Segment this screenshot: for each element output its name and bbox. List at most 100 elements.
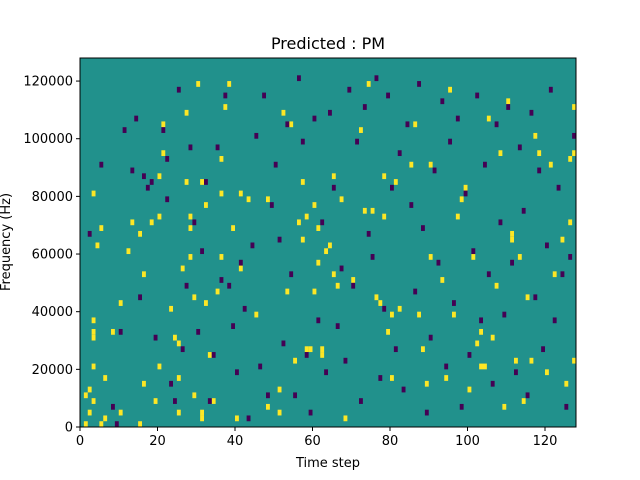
high-value-cell [339, 196, 344, 203]
x-tick-label: 40 [227, 434, 244, 449]
high-value-cell [91, 334, 96, 341]
low-value-cell [335, 323, 340, 329]
high-value-cell [479, 363, 484, 370]
high-value-cell [490, 334, 495, 341]
low-value-cell [266, 392, 270, 399]
high-value-cell [176, 340, 181, 347]
low-value-cell [467, 352, 472, 358]
high-value-cell [393, 179, 398, 185]
low-value-cell [153, 334, 158, 341]
high-value-cell [320, 346, 325, 353]
high-value-cell [153, 398, 158, 404]
low-value-cell [293, 392, 298, 399]
high-value-cell [312, 288, 317, 295]
high-value-cell [552, 271, 557, 278]
low-value-cell [328, 109, 332, 116]
x-axis-label: Time step [295, 456, 360, 471]
low-value-cell [560, 271, 565, 278]
high-value-cell [572, 357, 577, 364]
low-value-cell [393, 346, 398, 353]
low-value-cell [529, 109, 534, 116]
low-value-cell [440, 98, 445, 105]
high-value-cell [304, 346, 309, 353]
low-value-cell [281, 340, 286, 347]
low-value-cell [498, 219, 503, 226]
high-value-cell [188, 213, 193, 220]
high-value-cell [83, 421, 88, 427]
high-value-cell [103, 415, 108, 422]
low-value-cell [118, 328, 123, 335]
high-value-cell [448, 86, 453, 93]
low-value-cell [432, 167, 437, 174]
high-value-cell [370, 207, 375, 214]
low-value-cell [231, 323, 236, 329]
high-value-cell [219, 156, 224, 162]
low-value-cell [448, 138, 453, 145]
high-value-cell [87, 409, 92, 416]
x-tick-label: 0 [76, 434, 84, 449]
high-value-cell [142, 271, 146, 278]
low-value-cell [521, 207, 526, 214]
low-value-cell [130, 167, 135, 174]
high-value-cell [161, 150, 166, 157]
high-value-cell [126, 248, 131, 255]
high-value-cell [300, 236, 305, 243]
high-value-cell [572, 104, 577, 110]
high-value-cell [366, 81, 371, 87]
y-tick-label: 40000 [32, 305, 73, 320]
high-value-cell [331, 271, 336, 278]
high-value-cell [204, 300, 208, 306]
high-value-cell [297, 219, 301, 226]
low-value-cell [382, 305, 387, 312]
high-value-cell [138, 421, 143, 427]
high-value-cell [455, 213, 460, 220]
low-value-cell [517, 144, 522, 151]
low-value-cell [339, 265, 344, 272]
high-value-cell [359, 127, 363, 133]
high-value-cell [471, 254, 476, 260]
high-value-cell [293, 357, 298, 364]
high-value-cell [320, 352, 325, 358]
low-value-cell [246, 415, 251, 422]
high-value-cell [91, 328, 96, 335]
high-value-cell [386, 328, 391, 335]
high-value-cell [200, 409, 205, 416]
low-value-cell [409, 202, 414, 208]
high-value-cell [459, 196, 464, 203]
high-value-cell [87, 386, 92, 393]
low-value-cell [452, 300, 456, 306]
high-value-cell [231, 225, 236, 231]
low-value-cell [545, 242, 549, 249]
high-value-cell [316, 259, 321, 266]
high-value-cell [335, 282, 340, 289]
low-value-cell [506, 104, 511, 110]
x-tick-label: 60 [304, 434, 321, 449]
low-value-cell [87, 230, 92, 237]
low-value-cell [188, 144, 193, 151]
low-value-cell [355, 138, 360, 145]
low-value-cell [494, 121, 499, 128]
high-value-cell [285, 288, 290, 295]
plot-frame [79, 57, 577, 428]
high-value-cell [545, 369, 549, 376]
high-value-cell [118, 300, 123, 306]
high-value-cell [424, 380, 429, 387]
low-value-cell [262, 92, 267, 99]
low-value-cell [417, 81, 422, 87]
low-value-cell [366, 230, 371, 237]
high-value-cell [207, 352, 212, 358]
high-value-cell [289, 121, 294, 128]
high-value-cell [463, 184, 468, 191]
low-value-cell [552, 317, 557, 324]
high-value-cell [308, 346, 313, 353]
high-value-cell [91, 317, 96, 324]
low-value-cell [463, 190, 468, 197]
low-value-cell [386, 92, 391, 99]
high-value-cell [382, 213, 387, 220]
low-value-cell [165, 156, 170, 162]
high-value-cell [91, 363, 96, 370]
low-value-cell [490, 380, 495, 387]
low-value-cell [351, 282, 356, 289]
high-value-cell [246, 196, 251, 203]
